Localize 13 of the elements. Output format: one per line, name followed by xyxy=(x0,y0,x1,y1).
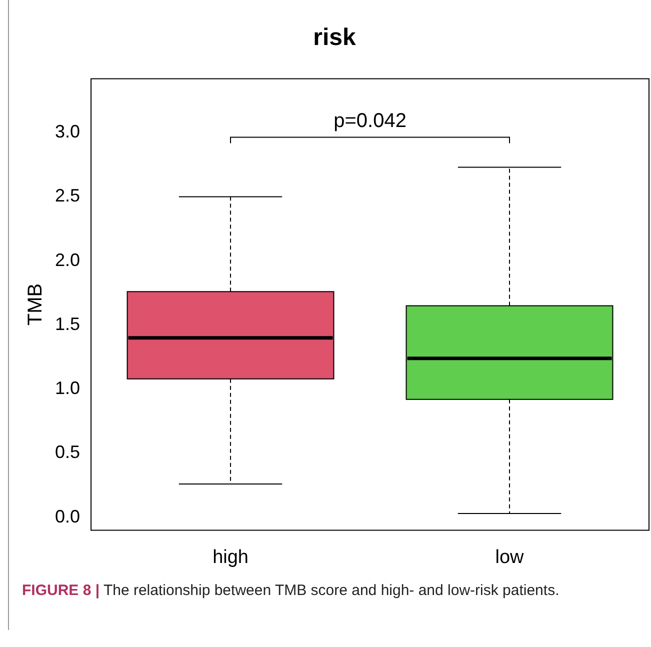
y-tick-label: 1.5 xyxy=(54,314,80,334)
chart-title: risk xyxy=(313,24,357,52)
y-axis-title: TMB xyxy=(24,283,47,326)
y-tick-label: 3.0 xyxy=(54,122,80,142)
x-tick-label: high xyxy=(212,546,248,568)
y-tick-label: 2.5 xyxy=(54,186,80,206)
x-tick-label: low xyxy=(495,546,524,568)
caption: FIGURE 8 | The relationship between TMB score and high- and low-risk patients. xyxy=(22,581,560,601)
y-tick-label: 0.0 xyxy=(54,506,80,526)
y-tick-label: 1.0 xyxy=(54,378,80,398)
y-tick-label: 0.5 xyxy=(54,442,80,462)
y-tick-label: 2.0 xyxy=(54,250,80,270)
annotation: p=0.042 xyxy=(334,110,406,132)
